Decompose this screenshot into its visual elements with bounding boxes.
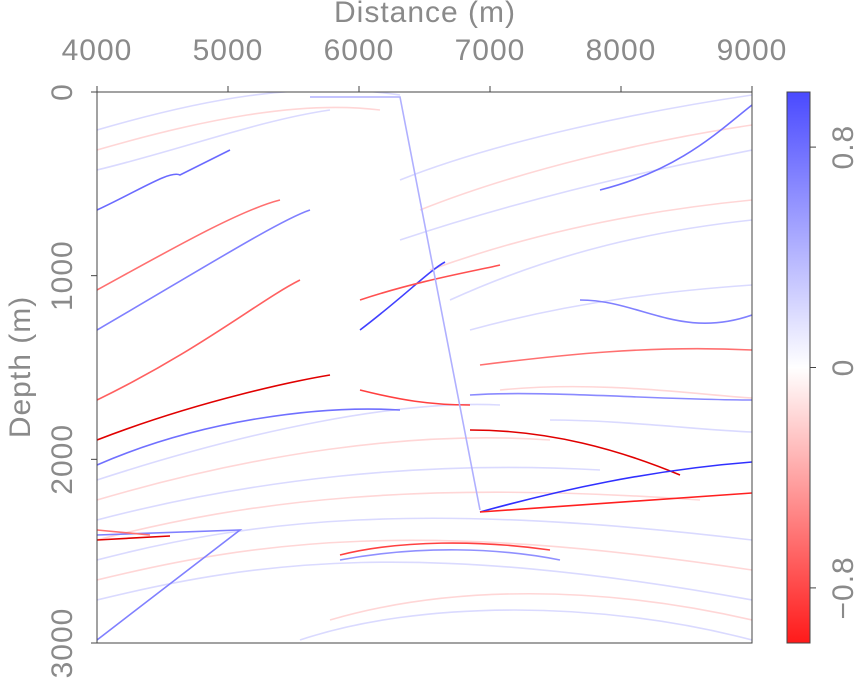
y-axis-title: Depth (m) bbox=[4, 296, 37, 438]
colorbar bbox=[786, 91, 811, 644]
colorbar-tick-label: 0 bbox=[827, 359, 858, 377]
y-tick-label: 0 bbox=[46, 83, 79, 101]
x-axis-title: Distance (m) bbox=[334, 0, 516, 29]
x-tick-label: 6000 bbox=[324, 34, 395, 67]
x-tick-label: 8000 bbox=[586, 34, 657, 67]
y-tick-label: 1000 bbox=[46, 240, 79, 311]
seismic-image bbox=[97, 92, 752, 641]
y-tick-label: 2000 bbox=[46, 424, 79, 495]
plot-frame bbox=[96, 91, 753, 644]
y-tick-label: 3000 bbox=[46, 608, 79, 679]
x-tick-label: 9000 bbox=[717, 34, 788, 67]
colorbar-tick-label: 0.8 bbox=[827, 125, 858, 170]
x-tick-label: 4000 bbox=[62, 34, 133, 67]
x-tick-label: 5000 bbox=[193, 34, 264, 67]
colorbar-tick-label: −0.8 bbox=[827, 556, 858, 619]
x-tick-label: 7000 bbox=[455, 34, 526, 67]
